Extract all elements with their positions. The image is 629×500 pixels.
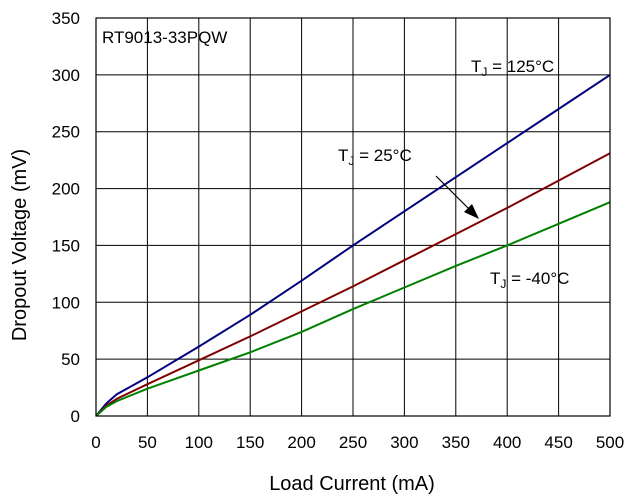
x-tick-label: 450 bbox=[544, 433, 572, 452]
annotation-arrowhead bbox=[464, 204, 479, 219]
x-tick-label: 350 bbox=[442, 433, 470, 452]
y-tick-label: 150 bbox=[52, 236, 80, 255]
x-tick-label: 300 bbox=[390, 433, 418, 452]
y-tick-label: 350 bbox=[52, 9, 80, 28]
x-tick-label: 150 bbox=[236, 433, 264, 452]
x-tick-labels: 0 50 100 150 200 250 300 350 400 450 500 bbox=[91, 433, 624, 452]
y-tick-label: 50 bbox=[61, 350, 80, 369]
y-tick-label: 100 bbox=[52, 293, 80, 312]
series-lines bbox=[95, 74, 611, 417]
x-tick-label: 500 bbox=[596, 433, 624, 452]
x-tick-label: 250 bbox=[339, 433, 367, 452]
x-tick-label: 50 bbox=[138, 433, 157, 452]
annotation-arrow-line bbox=[435, 175, 473, 213]
y-tick-label: 300 bbox=[52, 66, 80, 85]
y-tick-label: 200 bbox=[52, 180, 80, 199]
y-tick-label: 0 bbox=[71, 407, 80, 426]
series-line-1 bbox=[95, 152, 611, 417]
x-tick-label: 400 bbox=[493, 433, 521, 452]
y-tick-labels: 0 50 100 150 200 250 300 350 bbox=[52, 9, 80, 426]
plot-frame bbox=[95, 17, 611, 417]
series-line-2 bbox=[95, 201, 611, 417]
x-tick-label: 100 bbox=[185, 433, 213, 452]
series-label-25: TJ = 25°C bbox=[338, 146, 412, 168]
grid bbox=[95, 17, 611, 417]
series-line-0 bbox=[95, 74, 611, 417]
device-label: RT9013-33PQW bbox=[102, 28, 227, 47]
x-tick-label: 200 bbox=[287, 433, 315, 452]
series-label-m40: TJ = -40°C bbox=[490, 269, 569, 291]
x-tick-label: 0 bbox=[91, 433, 100, 452]
y-axis-title: Dropout Voltage (mV) bbox=[9, 149, 31, 341]
y-tick-label: 250 bbox=[52, 123, 80, 142]
series-label-125: TJ = 125°C bbox=[471, 57, 554, 79]
x-axis-title: Load Current (mA) bbox=[269, 473, 435, 495]
